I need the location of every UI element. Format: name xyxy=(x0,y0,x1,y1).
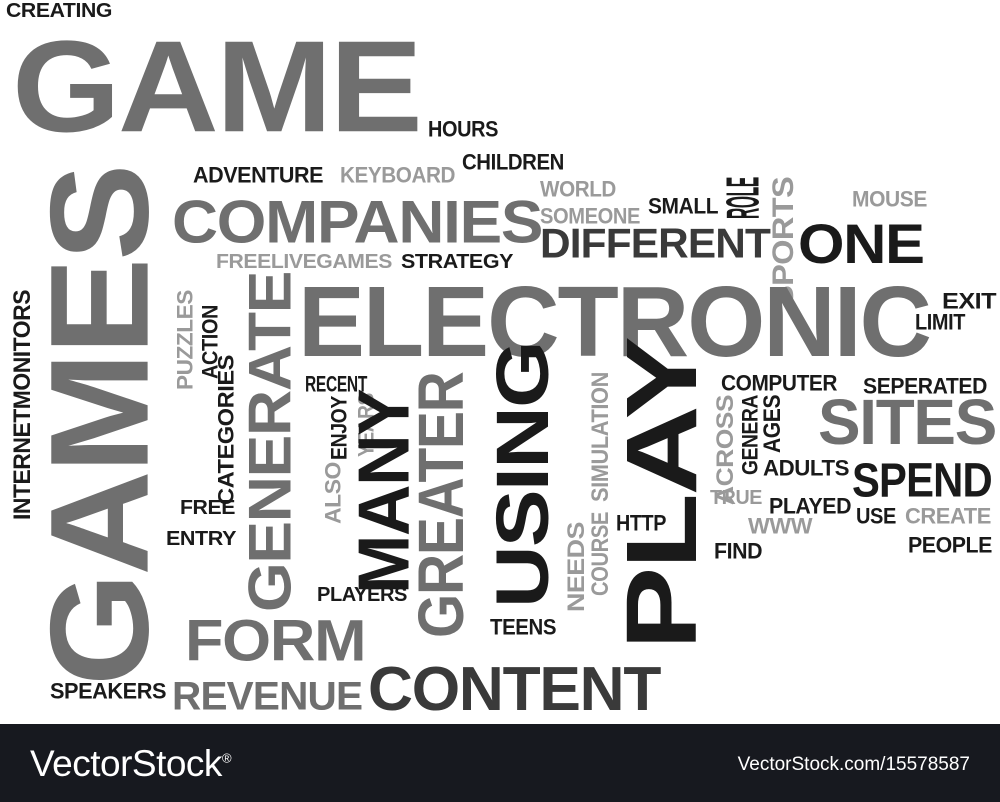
word-spend: SPEND xyxy=(852,453,993,507)
word-greater: GREATER xyxy=(405,372,477,638)
word-use: USE xyxy=(856,503,896,529)
trademark-symbol: ® xyxy=(221,750,232,766)
brand-logo[interactable]: VectorStock® xyxy=(30,743,232,785)
word-hours: HOURS xyxy=(428,116,499,142)
watermark-footer: VectorStock® VectorStock.com/15578587 xyxy=(0,724,1000,802)
word-keyboard: KEYBOARD xyxy=(340,162,456,188)
word-revenue: REVENUE xyxy=(172,673,363,719)
word-exit: EXIT xyxy=(942,288,997,314)
word-true: TRUE xyxy=(710,485,763,509)
word-one: ONE xyxy=(798,212,925,276)
word-limit: LIMIT xyxy=(915,309,966,335)
word-strategy: STRATEGY xyxy=(401,249,514,273)
word-puzzles: PUZZLES xyxy=(172,290,198,390)
word-also: ALSO xyxy=(320,462,346,524)
word-played: PLAYED xyxy=(769,493,852,519)
word-companies: COMPANIES xyxy=(172,188,543,256)
word-children: CHILDREN xyxy=(462,149,564,175)
word-free: FREE xyxy=(180,495,235,519)
word-sites: SITES xyxy=(818,386,997,458)
image-credit: VectorStock.com/15578587 xyxy=(737,754,970,775)
word-creating: CREATING xyxy=(6,0,112,22)
word-game: GAME xyxy=(12,14,423,160)
word-www: WWW xyxy=(748,513,813,539)
word-using: USING xyxy=(481,342,565,608)
word-teens: TEENS xyxy=(490,614,557,640)
word-needs: NEEDS xyxy=(562,522,590,612)
word-adventure: ADVENTURE xyxy=(193,162,324,188)
word-content: CONTENT xyxy=(368,654,661,724)
word-mouse: MOUSE xyxy=(852,186,927,212)
word-internetmonitors: INTERNETMONITORS xyxy=(8,289,36,520)
word-people: PEOPLE xyxy=(908,532,992,558)
word-course: COURSE xyxy=(586,512,614,596)
word-cloud: CREATING GAME HOURS CHILDREN ADVENTURE K… xyxy=(6,0,997,724)
word-entry: ENTRY xyxy=(166,526,237,550)
word-categories: CATEGORIES xyxy=(213,355,239,505)
word-form: FORM xyxy=(185,608,367,674)
word-recent: RECENT xyxy=(305,371,368,397)
brand-name: VectorStock xyxy=(30,743,222,784)
word-find: FIND xyxy=(714,538,763,564)
word-generate: GENERATE xyxy=(236,271,304,612)
word-players: PLAYERS xyxy=(317,582,408,606)
word-role: ROLE xyxy=(717,177,769,219)
word-ages: AGES xyxy=(758,394,786,453)
word-play: PLAY xyxy=(606,338,718,650)
word-computer: COMPUTER xyxy=(721,370,838,396)
word-someone: SOMEONE xyxy=(540,203,641,229)
word-games: GAMES xyxy=(21,166,179,686)
word-different: DIFFERENT xyxy=(540,219,771,267)
word-electronic: ELECTRONIC xyxy=(298,266,932,378)
word-world: WORLD xyxy=(540,176,616,202)
word-freelivegames: FREELIVEGAMES xyxy=(216,249,392,273)
word-simulation: SIMULATION xyxy=(586,372,614,502)
word-adults: ADULTS xyxy=(763,455,850,481)
word-seperated: SEPERATED xyxy=(863,373,987,399)
word-small: SMALL xyxy=(648,193,719,219)
word-speakers: SPEAKERS xyxy=(50,678,167,704)
word-http: HTTP xyxy=(616,510,667,536)
word-create: CREATE xyxy=(905,503,991,529)
